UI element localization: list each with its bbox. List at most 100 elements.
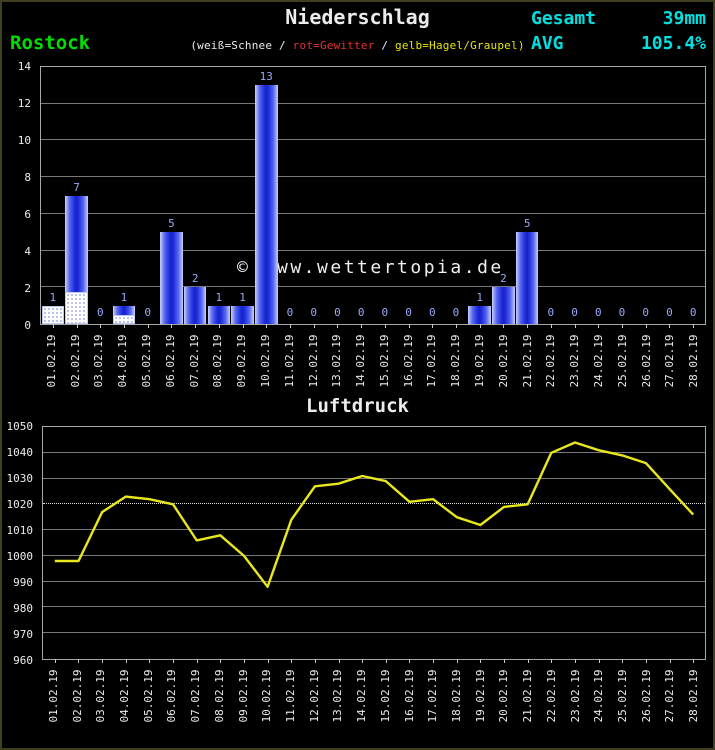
precip-value-label: 0 — [547, 306, 555, 319]
precip-value-label: 0 — [144, 306, 151, 319]
x-axis-label: 20.02.19 — [497, 669, 511, 723]
axis-tick — [432, 324, 434, 328]
precip-day-slot: 0 — [302, 67, 326, 328]
precip-value-label: 2 — [191, 272, 199, 286]
precip-day-slot: 0 — [420, 67, 444, 328]
precip-value-label: 0 — [642, 306, 649, 319]
y-axis-label: 970 — [13, 627, 33, 641]
gridline-2 — [41, 286, 705, 288]
precip-value-label: 0 — [618, 306, 626, 319]
x-axis-label: 04.02.19 — [118, 669, 131, 723]
precip-day-slot: 0 — [397, 67, 421, 328]
precip-value-label: 13 — [259, 70, 273, 84]
x-axis-label: 02.02.19 — [70, 669, 84, 723]
x-axis-label: 15.02.19 — [377, 334, 391, 388]
x-axis-label: 09.02.19 — [235, 334, 249, 388]
x-axis-label: 16.02.19 — [402, 669, 416, 723]
precip-day-slot: 1 — [112, 67, 136, 328]
x-axis-label: 18.02.19 — [449, 334, 463, 388]
precip-bar — [492, 287, 515, 324]
axis-tick — [173, 659, 175, 663]
axis-tick — [622, 659, 624, 663]
precip-value-label: 1 — [476, 290, 483, 304]
precip-bar — [160, 232, 183, 324]
precip-bar — [468, 305, 492, 324]
axis-tick — [693, 324, 695, 328]
x-axis-label: 24.02.19 — [592, 669, 606, 723]
axis-tick — [480, 659, 482, 663]
precip-x-axis: 01.02.19 02.02.19 03.02.19 04.02.19 05.02.19… — [40, 331, 706, 391]
precip-value-label: 0 — [286, 306, 294, 319]
axis-tick — [243, 659, 245, 663]
avg-value: 105.4% — [640, 33, 706, 54]
y-axis-label: 1020 — [6, 497, 34, 511]
precip-day-slot: 1 — [207, 67, 231, 328]
x-axis-label: 22.02.19 — [544, 334, 558, 388]
axis-tick — [267, 659, 269, 663]
gridline-1010 — [43, 529, 705, 531]
x-axis-label: 08.02.19 — [211, 334, 225, 388]
x-axis-label: 18.02.19 — [450, 669, 463, 723]
x-axis-label: 27.02.19 — [663, 334, 677, 388]
precip-day-slot: 7 — [65, 67, 89, 328]
axis-tick — [455, 324, 457, 328]
precip-day-slot: 13 — [254, 67, 278, 328]
axis-tick — [171, 324, 173, 328]
axis-tick — [409, 659, 411, 663]
axis-tick — [598, 659, 600, 663]
x-axis-label: 05.02.19 — [140, 334, 154, 388]
axis-tick — [550, 324, 552, 328]
axis-tick — [102, 659, 104, 663]
axis-tick — [291, 659, 293, 663]
x-axis-label: 23.02.19 — [568, 334, 582, 388]
x-axis-label: 22.02.19 — [544, 669, 558, 723]
precip-bar — [254, 85, 278, 324]
axis-tick — [669, 324, 671, 328]
y-axis-label: 4 — [24, 244, 31, 258]
precip-day-slot: 0 — [88, 67, 112, 328]
precip-value-label: 5 — [523, 217, 531, 231]
gridline-990 — [43, 580, 705, 582]
axis-tick — [289, 324, 291, 328]
total-label: Gesamt — [531, 8, 597, 29]
x-axis-label: 26.02.19 — [639, 334, 653, 388]
y-axis-label: 1050 — [6, 419, 34, 433]
x-axis-label: 17.02.19 — [425, 334, 439, 388]
precip-value-label: 1 — [49, 290, 57, 304]
axis-tick — [196, 659, 198, 663]
gridline-4 — [41, 249, 705, 251]
precip-day-slot: 0 — [373, 67, 397, 328]
precip-day-slot: 0 — [539, 67, 563, 328]
precip-bar — [231, 305, 254, 324]
precip-day-slot: 0 — [278, 67, 302, 328]
y-axis-label: 8 — [24, 170, 31, 184]
axis-tick — [314, 659, 316, 663]
gridline-1020 — [43, 503, 705, 505]
snow-portion — [41, 305, 65, 324]
precip-value-label: 0 — [428, 306, 436, 319]
x-axis-label: 07.02.19 — [187, 334, 201, 388]
axis-tick — [52, 324, 54, 328]
precip-value-label: 5 — [168, 217, 175, 231]
x-axis-label: 28.02.19 — [687, 669, 701, 723]
y-axis-label: 2 — [24, 281, 31, 295]
y-axis-label: 1000 — [6, 549, 34, 563]
axis-tick — [669, 659, 671, 663]
gridline-1040 — [43, 451, 705, 453]
x-axis-label: 16.02.19 — [401, 334, 415, 388]
precip-bar — [112, 305, 136, 324]
x-axis-label: 04.02.19 — [116, 334, 130, 388]
y-axis-label: 1030 — [6, 471, 34, 485]
x-axis-label: 19.02.19 — [473, 669, 487, 723]
y-axis-label: 960 — [13, 653, 33, 667]
x-axis-label: 17.02.19 — [426, 669, 440, 723]
x-axis-label: 23.02.19 — [568, 669, 582, 723]
precip-bar — [65, 195, 88, 324]
precip-bar — [41, 305, 65, 324]
pressure-chart-title: Luftdruck — [306, 395, 409, 417]
y-axis-label: 14 — [17, 59, 31, 73]
x-axis-label: 19.02.19 — [473, 334, 487, 388]
x-axis-label: 03.02.19 — [92, 334, 106, 388]
x-axis-label: 05.02.19 — [141, 669, 155, 723]
